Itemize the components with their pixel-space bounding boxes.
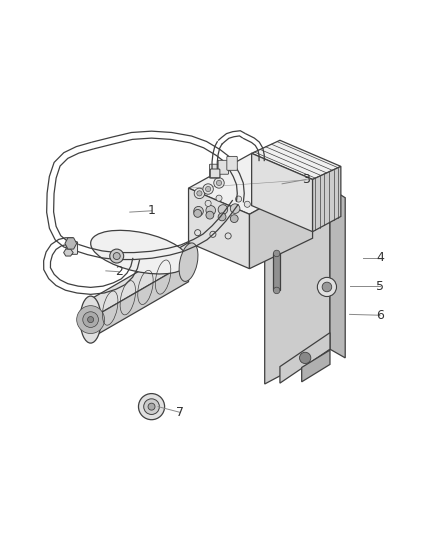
Polygon shape (252, 154, 313, 232)
Circle shape (216, 195, 222, 201)
Polygon shape (265, 188, 330, 384)
Polygon shape (280, 333, 330, 383)
Polygon shape (64, 249, 73, 256)
Text: 5: 5 (376, 280, 384, 293)
FancyBboxPatch shape (218, 160, 229, 174)
Text: 2: 2 (115, 265, 123, 278)
Polygon shape (302, 350, 330, 382)
Circle shape (318, 277, 336, 296)
Polygon shape (188, 188, 250, 269)
Circle shape (218, 205, 228, 214)
Circle shape (83, 312, 99, 327)
Ellipse shape (91, 230, 189, 274)
Circle shape (322, 282, 332, 292)
Circle shape (214, 177, 224, 188)
Circle shape (113, 253, 120, 260)
Circle shape (236, 196, 242, 202)
FancyBboxPatch shape (210, 169, 220, 177)
Circle shape (244, 201, 251, 207)
Text: 7: 7 (176, 406, 184, 419)
Circle shape (216, 180, 222, 185)
Circle shape (273, 250, 280, 257)
Circle shape (194, 206, 203, 216)
FancyBboxPatch shape (66, 241, 78, 254)
Circle shape (203, 184, 213, 194)
Circle shape (197, 191, 202, 196)
Polygon shape (247, 180, 330, 221)
Circle shape (148, 403, 155, 410)
Text: 3: 3 (302, 173, 310, 186)
Circle shape (194, 209, 201, 217)
Text: 1: 1 (148, 204, 155, 217)
Circle shape (206, 211, 214, 219)
FancyBboxPatch shape (227, 156, 237, 171)
Ellipse shape (80, 296, 101, 343)
Polygon shape (273, 254, 280, 290)
Polygon shape (91, 262, 188, 338)
FancyBboxPatch shape (209, 164, 220, 178)
Circle shape (77, 305, 105, 334)
Circle shape (138, 393, 165, 419)
Text: 4: 4 (376, 251, 384, 264)
Polygon shape (252, 140, 341, 180)
Polygon shape (188, 154, 313, 214)
Ellipse shape (179, 243, 198, 281)
Circle shape (194, 188, 205, 199)
Circle shape (218, 213, 226, 221)
Circle shape (205, 187, 211, 192)
Circle shape (230, 215, 238, 223)
Circle shape (206, 206, 215, 215)
Polygon shape (330, 188, 345, 358)
Text: 6: 6 (376, 309, 384, 322)
Polygon shape (250, 180, 313, 269)
Circle shape (88, 317, 94, 322)
Circle shape (300, 352, 311, 364)
Circle shape (205, 200, 211, 206)
Circle shape (273, 287, 280, 294)
Polygon shape (65, 238, 77, 249)
Polygon shape (91, 243, 188, 319)
Circle shape (230, 204, 240, 213)
Circle shape (110, 249, 124, 263)
Circle shape (144, 399, 159, 415)
Polygon shape (313, 166, 341, 232)
